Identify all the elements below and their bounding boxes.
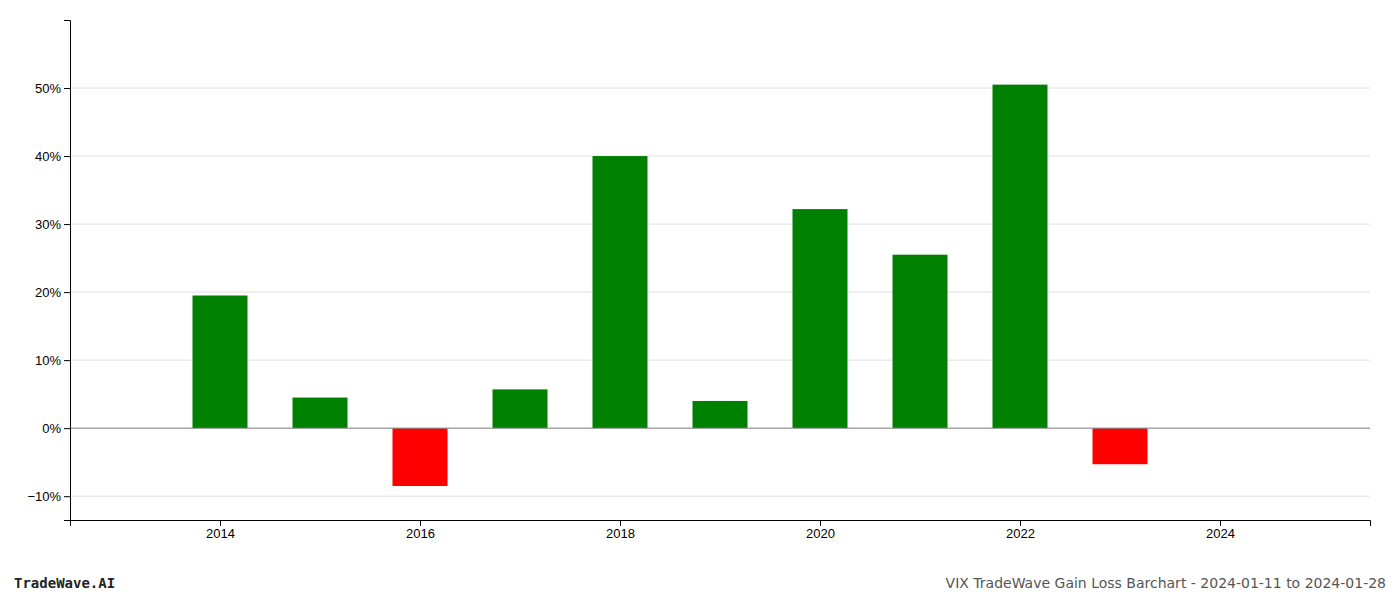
- footer-right: VIX TradeWave Gain Loss Barchart - 2024-…: [946, 575, 1386, 591]
- y-tick-mark: [64, 156, 70, 157]
- x-tick-mark: [820, 520, 821, 526]
- x-tick-label: 2014: [206, 526, 235, 541]
- y-tick-mark: [64, 360, 70, 361]
- x-tick: 2014: [206, 520, 235, 541]
- y-tick-label: 50%: [35, 81, 61, 96]
- y-tick-label: 30%: [35, 217, 61, 232]
- x-tick-label: 2020: [806, 526, 835, 541]
- x-tick: 2016: [406, 520, 435, 541]
- bars: [193, 85, 1148, 486]
- x-tick: 2024: [1206, 520, 1235, 541]
- y-tick: 50%: [35, 81, 70, 96]
- y-tick-mark: [64, 428, 70, 429]
- plot: −10% 0% 10% 20% 30% 40% 50% 2014 2016 2018 2020 202…: [27, 21, 1370, 542]
- y-tick-mark: [64, 224, 70, 225]
- x-tick-mark: [420, 520, 421, 526]
- grid-line: [70, 360, 1370, 361]
- x-tick-mark: [1220, 520, 1221, 526]
- y-tick: 0%: [42, 421, 70, 436]
- x-tick-mark: [1020, 520, 1021, 526]
- y-axis: −10% 0% 10% 20% 30% 40% 50%: [27, 21, 70, 521]
- grid-line: [70, 88, 1370, 89]
- bar: [293, 398, 348, 429]
- y-tick-mark: [64, 88, 70, 89]
- grid-line: [70, 428, 1370, 429]
- x-tick: 2018: [606, 520, 635, 541]
- grid: [70, 88, 1370, 496]
- x-tick-mark: [220, 520, 221, 526]
- footer-left: TradeWave.AI: [14, 575, 115, 591]
- y-tick: 10%: [35, 353, 70, 368]
- x-axis-line: [71, 521, 1371, 527]
- bar: [493, 389, 548, 428]
- grid-line: [70, 496, 1370, 497]
- bar: [593, 156, 648, 428]
- x-tick-mark: [620, 520, 621, 526]
- x-tick-label: 2018: [606, 526, 635, 541]
- x-tick: 2022: [1006, 520, 1035, 541]
- y-tick-mark: [64, 496, 70, 497]
- y-tick: 30%: [35, 217, 70, 232]
- y-tick: 20%: [35, 285, 70, 300]
- y-tick-label: 40%: [35, 149, 61, 164]
- bar: [893, 255, 948, 428]
- zero-line: [70, 428, 1370, 429]
- bar: [693, 401, 748, 428]
- y-tick-label: −10%: [27, 489, 61, 504]
- bar: [793, 209, 848, 428]
- chart: −10% 0% 10% 20% 30% 40% 50% 2014 2016 2018 2020 202…: [0, 0, 1400, 600]
- y-tick-label: 0%: [42, 421, 61, 436]
- y-tick: 40%: [35, 149, 70, 164]
- bar: [193, 296, 248, 429]
- y-axis-line: [64, 21, 71, 521]
- bar: [1093, 428, 1148, 464]
- x-tick-label: 2016: [406, 526, 435, 541]
- bar: [993, 85, 1048, 429]
- x-axis: 2014 2016 2018 2020 2022 2024: [71, 520, 1371, 541]
- y-tick-label: 10%: [35, 353, 61, 368]
- bar: [393, 428, 448, 486]
- grid-line: [70, 156, 1370, 157]
- y-tick-label: 20%: [35, 285, 61, 300]
- x-tick-label: 2022: [1006, 526, 1035, 541]
- x-tick: 2020: [806, 520, 835, 541]
- y-tick-mark: [64, 292, 70, 293]
- x-tick-label: 2024: [1206, 526, 1235, 541]
- grid-line: [70, 292, 1370, 293]
- grid-line: [70, 224, 1370, 225]
- y-tick: −10%: [27, 489, 70, 504]
